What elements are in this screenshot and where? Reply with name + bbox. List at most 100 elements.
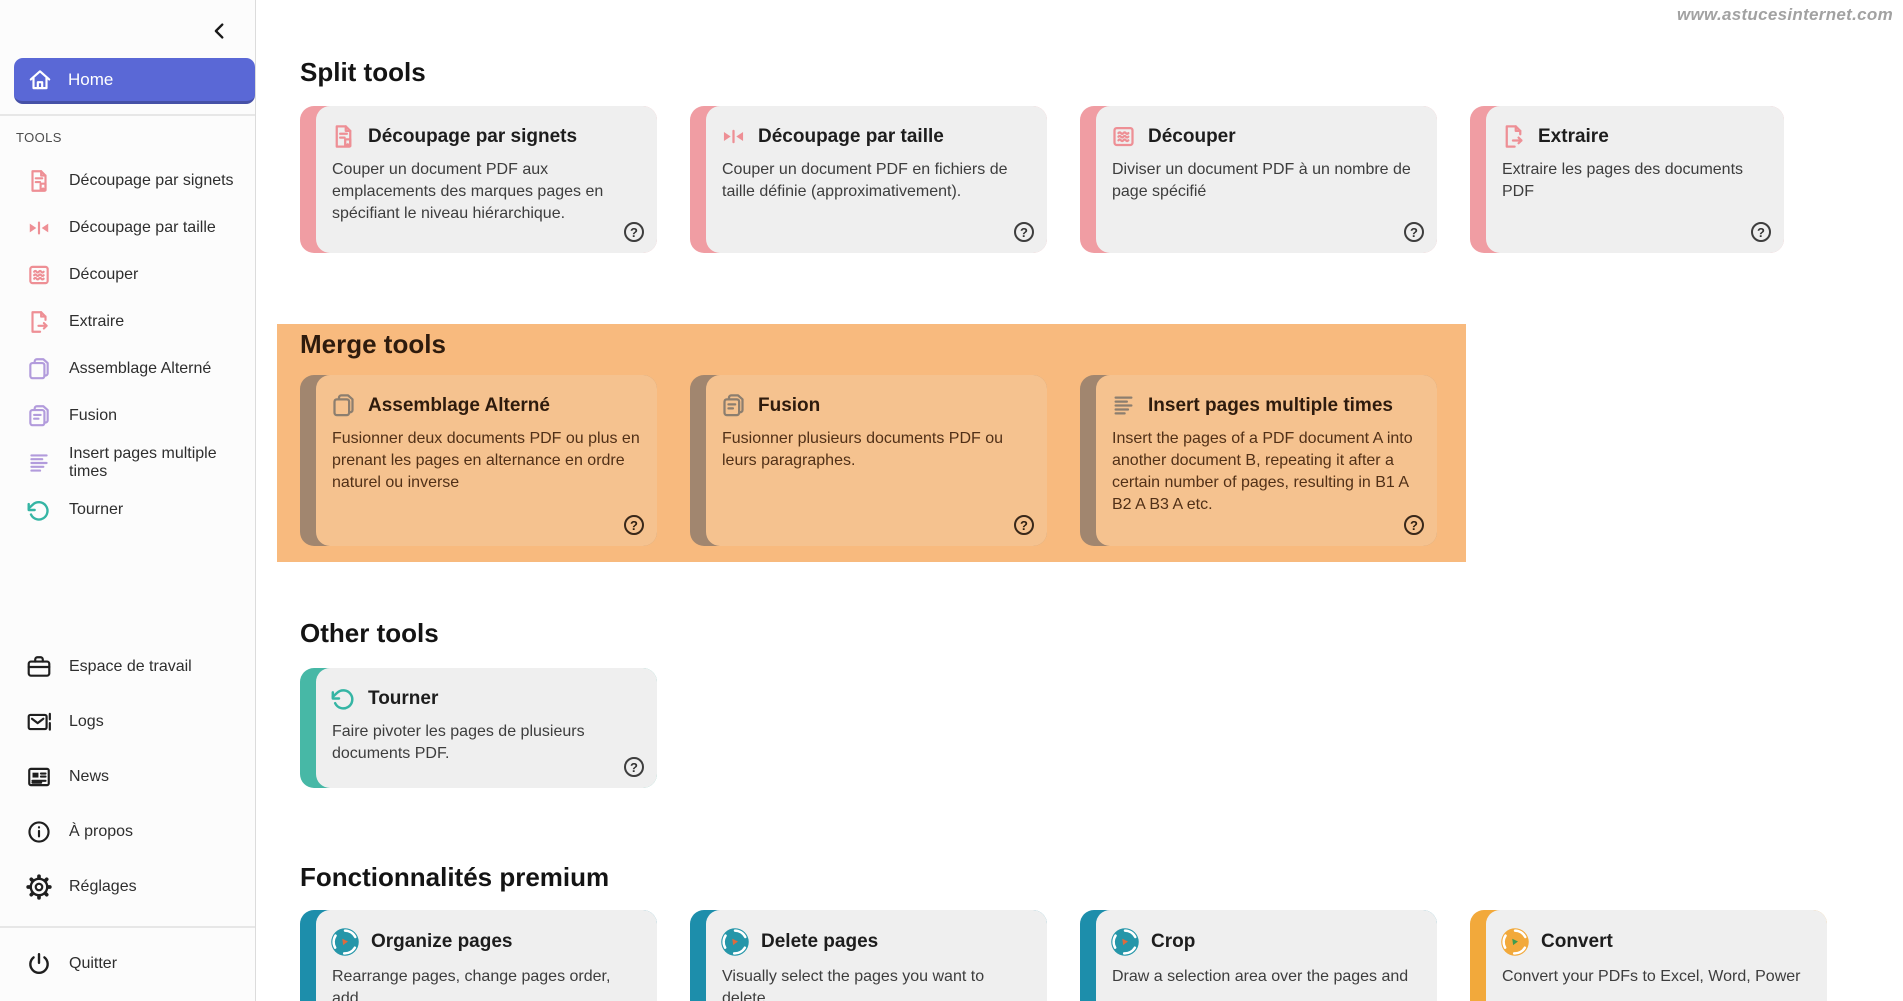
card-body: Insert pages multiple times Insert the p…	[1096, 375, 1437, 546]
premium-row: Organize pages Rearrange pages, change p…	[300, 910, 1903, 1001]
sidebar-item-fusion[interactable]: Fusion	[0, 392, 255, 439]
sidebar: Home TOOLS Découpage par signets Découpa…	[0, 0, 256, 1001]
split-by-bookmarks-icon	[26, 168, 52, 194]
card-description: Faire pivoter les pages de plusieurs doc…	[332, 723, 585, 763]
rotate-icon	[330, 685, 357, 712]
card-title: Organize pages	[371, 931, 513, 952]
sidebar-item-logs[interactable]: Logs	[0, 694, 255, 749]
section-title-split-tools: Split tools	[300, 57, 426, 87]
card-crop[interactable]: Crop Draw a selection area over the page…	[1080, 910, 1437, 1001]
split-by-size-icon	[26, 215, 52, 241]
card-body: Fusion Fusionner plusieurs documents PDF…	[706, 375, 1047, 546]
sidebar-item-reglages[interactable]: Réglages	[0, 859, 255, 914]
merge-icon	[26, 403, 52, 429]
help-icon[interactable]: ?	[624, 757, 644, 777]
sidebar-item-decoupage-par-signets[interactable]: Découpage par signets	[0, 157, 255, 204]
card-description: Couper un document PDF en fichiers de ta…	[722, 161, 1008, 201]
help-icon[interactable]: ?	[1751, 222, 1771, 242]
sidebar-item-label: Logs	[69, 712, 104, 730]
card-fusion[interactable]: Fusion Fusionner plusieurs documents PDF…	[690, 375, 1047, 546]
card-organize-pages[interactable]: Organize pages Rearrange pages, change p…	[300, 910, 657, 1001]
section-title-premium: Fonctionnalités premium	[300, 862, 610, 892]
card-extraire[interactable]: Extraire Extraire les pages des document…	[1470, 106, 1784, 253]
help-icon[interactable]: ?	[1014, 515, 1034, 535]
sidebar-divider	[0, 114, 255, 116]
card-body: Crop Draw a selection area over the page…	[1096, 910, 1437, 1001]
card-body: Organize pages Rearrange pages, change p…	[316, 910, 657, 1001]
sidebar-item-quitter[interactable]: Quitter	[0, 936, 255, 991]
section-title-other-tools: Other tools	[300, 618, 439, 648]
card-body: Découpage par taille Couper un document …	[706, 106, 1047, 253]
card-description: Fusionner plusieurs documents PDF ou leu…	[722, 430, 1004, 470]
card-tourner[interactable]: Tourner Faire pivoter les pages de plusi…	[300, 668, 657, 788]
help-icon[interactable]: ?	[1404, 222, 1424, 242]
sidebar-item-label: Fusion	[69, 406, 118, 424]
extract-icon	[26, 309, 52, 335]
sidebar-divider	[0, 926, 255, 928]
card-description: Convert your PDFs to Excel, Word, Power	[1502, 968, 1801, 985]
card-body: Delete pages Visually select the pages y…	[706, 910, 1047, 1001]
collapse-sidebar-icon[interactable]	[209, 20, 231, 42]
pdfsam-premium-logo-icon	[331, 928, 359, 956]
sidebar-spacer	[0, 533, 255, 639]
card-delete-pages[interactable]: Delete pages Visually select the pages y…	[690, 910, 1047, 1001]
card-title: Fusion	[758, 394, 821, 416]
sidebar-item-label: Découper	[69, 265, 139, 283]
help-icon[interactable]: ?	[1014, 222, 1034, 242]
sidebar-item-decouper[interactable]: Découper	[0, 251, 255, 298]
section-title-merge-tools: Merge tools	[300, 329, 446, 359]
merge-tools-row: Assemblage Alterné Fusionner deux docume…	[300, 375, 1466, 546]
card-title: Insert pages multiple times	[1148, 394, 1393, 416]
sidebar-item-label: Tourner	[69, 500, 124, 518]
sidebar-item-label: Home	[68, 69, 114, 89]
sidebar-item-tourner[interactable]: Tourner	[0, 486, 255, 533]
card-insert-pages-multiple-times[interactable]: Insert pages multiple times Insert the p…	[1080, 375, 1437, 546]
quit-icon	[26, 951, 52, 977]
home-icon	[27, 67, 53, 93]
sidebar-item-home[interactable]: Home	[14, 58, 255, 104]
extract-icon	[1500, 123, 1527, 150]
sidebar-item-label: Quitter	[69, 954, 118, 972]
sidebar-item-decoupage-par-taille[interactable]: Découpage par taille	[0, 204, 255, 251]
sidebar-item-espace-de-travail[interactable]: Espace de travail	[0, 639, 255, 694]
sidebar-tools-header: TOOLS	[16, 130, 62, 145]
insert-pages-icon	[1110, 392, 1137, 419]
sidebar-item-a-propos[interactable]: À propos	[0, 804, 255, 859]
sidebar-item-assemblage-alterne[interactable]: Assemblage Alterné	[0, 345, 255, 392]
card-description: Insert the pages of a PDF document A int…	[1112, 430, 1413, 514]
sidebar-item-news[interactable]: News	[0, 749, 255, 804]
card-description: Visually select the pages you want to de…	[722, 968, 985, 1001]
alternate-mix-icon	[330, 392, 357, 419]
card-title: Découpage par taille	[758, 125, 944, 147]
split-icon	[1110, 123, 1137, 150]
help-icon[interactable]: ?	[1404, 515, 1424, 535]
sidebar-item-label: News	[69, 767, 110, 785]
logs-icon	[26, 709, 52, 735]
card-title: Assemblage Alterné	[368, 394, 550, 416]
watermark: www.astucesinternet.com	[1677, 5, 1893, 24]
sidebar-item-label: Réglages	[69, 877, 137, 895]
sidebar-item-insert-pages-multiple-times[interactable]: Insert pages multiple times	[0, 439, 255, 486]
sidebar-collapse-row	[0, 0, 255, 48]
card-title: Extraire	[1538, 125, 1609, 147]
card-decouper[interactable]: Découper Diviser un document PDF à un no…	[1080, 106, 1437, 253]
card-decoupage-par-signets[interactable]: Découpage par signets Couper un document…	[300, 106, 657, 253]
sidebar-item-label: Extraire	[69, 312, 125, 330]
pdfsam-premium-logo-icon	[721, 928, 749, 956]
merge-icon	[720, 392, 747, 419]
card-decoupage-par-taille[interactable]: Découpage par taille Couper un document …	[690, 106, 1047, 253]
card-convert[interactable]: Convert Convert your PDFs to Excel, Word…	[1470, 910, 1827, 1001]
card-title: Convert	[1541, 931, 1613, 952]
split-by-bookmarks-icon	[330, 123, 357, 150]
help-icon[interactable]: ?	[624, 515, 644, 535]
help-icon[interactable]: ?	[624, 222, 644, 242]
card-title: Crop	[1151, 931, 1196, 952]
sidebar-item-extraire[interactable]: Extraire	[0, 298, 255, 345]
sidebar-item-label: Assemblage Alterné	[69, 359, 212, 377]
card-assemblage-alterne[interactable]: Assemblage Alterné Fusionner deux docume…	[300, 375, 657, 546]
news-icon	[26, 764, 52, 790]
card-title: Découper	[1148, 125, 1236, 147]
card-description: Couper un document PDF aux emplacements …	[332, 161, 604, 223]
card-description: Diviser un document PDF à un nombre de p…	[1112, 161, 1411, 201]
split-icon	[26, 262, 52, 288]
